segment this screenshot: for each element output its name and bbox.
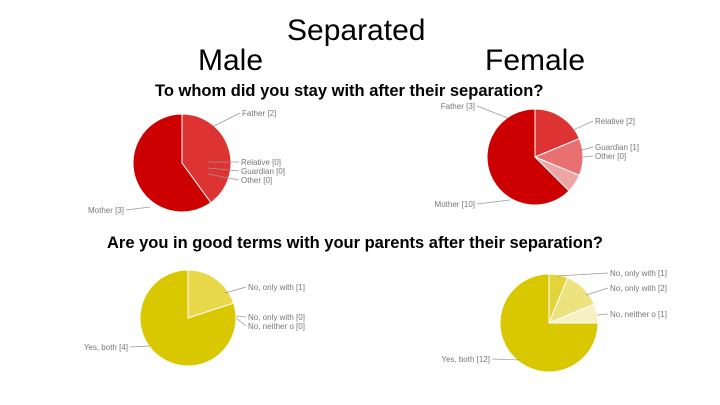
male-good-terms-label-0: No, only with [1] xyxy=(248,283,305,292)
female-stay-with-leader-line-4 xyxy=(476,199,511,205)
female-good-terms-label-0: No, only with [1] xyxy=(610,269,667,278)
male-stay-with-leader-line-3 xyxy=(207,173,240,181)
female-stay-with-leader-line-2 xyxy=(581,146,594,151)
female-good-terms-label-3: Yes, both [12] xyxy=(441,355,490,364)
male-stay-with-slice-4 xyxy=(132,113,212,213)
female-stay-with-leader-line-3 xyxy=(582,155,594,158)
female-stay-with-label-0: Father [3] xyxy=(441,102,475,111)
female-stay-with-slice-4 xyxy=(486,108,570,206)
female-good-terms-label-2: No, neither o [1] xyxy=(610,310,667,319)
male-good-terms-leader-line-1 xyxy=(235,315,247,318)
female-stay-with-label-1: Relative [2] xyxy=(595,117,635,126)
female-good-terms-leader-line-1 xyxy=(585,287,609,296)
male-stay-with-label-1: Relative [0] xyxy=(241,158,281,167)
female-good-terms-leader-line-2 xyxy=(596,313,609,316)
male-stay-with-label-2: Guardian [0] xyxy=(241,167,285,176)
male-stay-with-label-3: Other [0] xyxy=(241,176,272,185)
male-heading: Male xyxy=(198,44,264,77)
page-title: Separated xyxy=(287,14,426,47)
question-stay-with: To whom did you stay with after their se… xyxy=(155,82,544,100)
male-stay-with-label-0: Father [2] xyxy=(242,109,276,118)
male-good-terms-leader-line-2 xyxy=(235,317,247,327)
female-good-terms-leader-line-0 xyxy=(556,272,609,277)
female-stay-with-label-3: Other [0] xyxy=(595,152,626,161)
male-stay-with-leader-line-2 xyxy=(207,167,240,172)
female-heading: Female xyxy=(485,44,586,77)
male-stay-with-slice-0 xyxy=(181,113,232,204)
female-good-terms-leader-line-3 xyxy=(491,358,522,361)
male-good-terms-leader-line-3 xyxy=(129,345,151,348)
female-stay-with-label-4: Mother [10] xyxy=(435,200,475,209)
question-good-terms: Are you in good terms with your parents … xyxy=(107,234,603,252)
female-stay-with-slice-0 xyxy=(534,108,581,158)
male-stay-with-label-4: Mother [3] xyxy=(88,206,124,215)
male-good-terms-slice-3 xyxy=(139,269,237,367)
female-stay-with-leader-line-0 xyxy=(476,105,509,119)
female-good-terms-slice-3 xyxy=(499,273,599,373)
male-good-terms-leader-line-0 xyxy=(224,286,247,294)
male-good-terms-slice-0 xyxy=(187,269,235,319)
male-stay-with-leader-line-4 xyxy=(125,206,151,211)
female-stay-with-leader-line-1 xyxy=(572,120,594,131)
male-good-terms-label-1: No, only with [0] xyxy=(248,313,305,322)
male-good-terms-label-2: No, neither o [0] xyxy=(248,322,305,331)
male-stay-with-leader-line-0 xyxy=(213,112,241,127)
male-good-terms-label-3: Yes, both [4] xyxy=(84,343,128,352)
female-stay-with-label-2: Guardian [1] xyxy=(595,143,639,152)
female-good-terms-label-1: No, only with [2] xyxy=(610,284,667,293)
